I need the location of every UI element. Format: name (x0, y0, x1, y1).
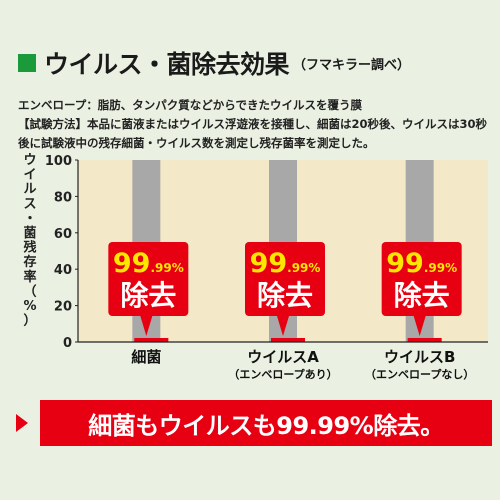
x-category-sublabel: （エンベロープなし） (365, 367, 474, 381)
x-category-label: ウイルスA (247, 348, 319, 366)
y-tick-label: 0 (63, 336, 72, 351)
callout-label: 除去 (120, 279, 176, 312)
callout-percent: 99.99% (250, 248, 321, 279)
y-axis-label: ウイルス・菌残存率（%） (23, 153, 36, 329)
result-bar (271, 338, 305, 342)
red-arrow-icon (16, 414, 28, 432)
callout-label: 除去 (257, 279, 313, 312)
method-text: 本品に菌液またはウイルス浮遊液を接種し、細菌は20秒後、ウイルスは30秒後に試験… (18, 117, 488, 150)
envelope-text: ：脂肪、タンパク質などからできたウイルスを覆う膜 (86, 98, 362, 112)
envelope-definition: エンベロープ：脂肪、タンパク質などからできたウイルスを覆う膜 (18, 96, 488, 115)
callout-label: 除去 (394, 279, 450, 312)
test-description: エンベロープ：脂肪、タンパク質などからできたウイルスを覆う膜 【試験方法】本品に… (18, 96, 488, 153)
green-square-icon (18, 54, 36, 72)
callout-pointer (277, 316, 289, 336)
y-tick-label: 20 (54, 300, 72, 315)
result-bar (134, 338, 169, 342)
y-tick-label: 80 (54, 190, 72, 205)
test-method: 【試験方法】本品に菌液またはウイルス浮遊液を接種し、細菌は20秒後、ウイルスは3… (18, 115, 488, 153)
survival-rate-chart: ウイルス・菌残存率（%）02040608010099.99%除去細菌99.99%… (23, 153, 488, 381)
x-category-label: 細菌 (131, 348, 161, 366)
method-term: 【試験方法】 (18, 117, 87, 131)
callout-pointer (413, 316, 426, 336)
callout-percent: 99.99% (113, 248, 184, 279)
page-title: ウイルス・菌除去効果 (44, 50, 290, 79)
envelope-term: エンベロープ (18, 98, 87, 112)
callout-pointer (140, 316, 153, 336)
callout-box (381, 242, 462, 316)
y-tick-label: 40 (54, 263, 72, 278)
title-note: （フマキラー調べ） (293, 57, 411, 73)
title-row: ウイルス・菌除去効果 （フマキラー調べ） (18, 46, 488, 80)
callout-percent: 99.99% (386, 248, 457, 279)
callout-box (108, 242, 189, 316)
summary-banner: 細菌もウイルスも99.99%除去。 (8, 400, 492, 446)
x-category-label: ウイルスB (384, 348, 455, 366)
y-tick-label: 100 (45, 154, 72, 169)
summary-text: 細菌もウイルスも99.99%除去。 (40, 400, 492, 446)
y-tick-label: 60 (54, 227, 72, 242)
callout-box (245, 242, 325, 316)
result-bar (407, 338, 442, 342)
x-category-sublabel: （エンベロープあり） (228, 367, 337, 381)
